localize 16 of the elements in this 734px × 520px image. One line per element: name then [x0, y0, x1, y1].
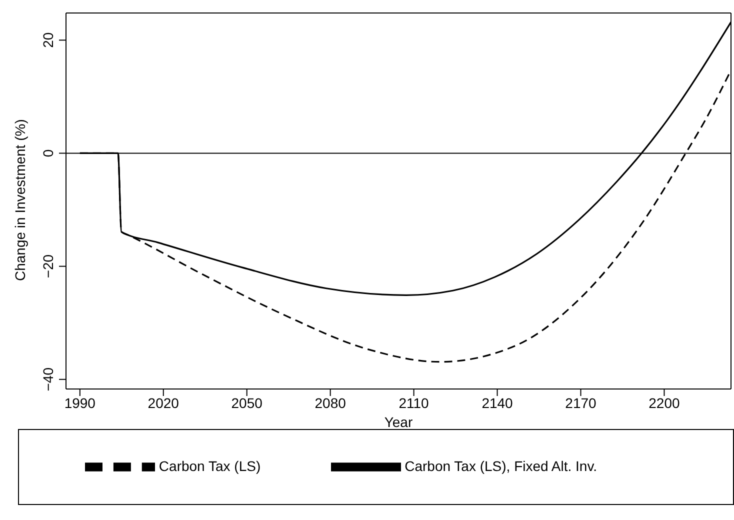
x-tick-label: 2170	[565, 394, 597, 411]
legend-label: Carbon Tax (LS)	[158, 458, 261, 474]
y-tick-label: −20	[40, 254, 56, 278]
y-axis-title: Change in Investment (%)	[12, 119, 28, 281]
x-tick-label: 1990	[64, 394, 96, 411]
x-tick-label: 2020	[148, 394, 180, 411]
x-tick-label: 2050	[231, 394, 263, 411]
y-tick-label: 20	[40, 32, 56, 48]
x-tick-label: 2140	[482, 394, 514, 411]
y-tick-label: 0	[40, 149, 56, 158]
x-tick-label: 2080	[314, 394, 346, 411]
y-tick-label: −40	[40, 367, 56, 392]
x-axis-title: Year	[384, 414, 413, 430]
x-tick-label: 2110	[398, 394, 430, 411]
x-tick-label: 2200	[648, 394, 680, 411]
legend-label: Carbon Tax (LS), Fixed Alt. Inv.	[404, 458, 598, 474]
